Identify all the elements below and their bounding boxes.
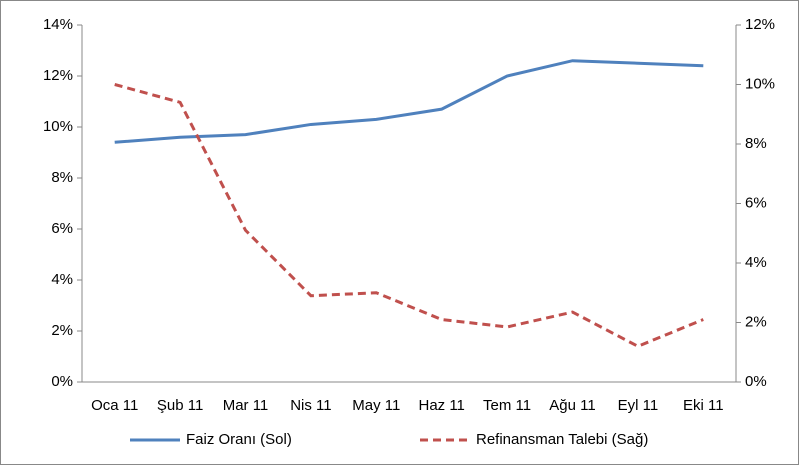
x-tick-label: Eki 11 xyxy=(683,397,724,414)
y2-tick-label: 2% xyxy=(745,313,767,330)
y-tick-label: 14% xyxy=(43,16,73,33)
x-tick-label: Nis 11 xyxy=(290,397,331,414)
x-tick-label: Tem 11 xyxy=(483,397,531,414)
y2-tick-label: 4% xyxy=(745,254,767,271)
x-tick-label: Eyl 11 xyxy=(618,397,659,414)
y-tick-label: 0% xyxy=(51,373,73,390)
y2-tick-label: 12% xyxy=(745,16,775,33)
x-tick-label: Oca 11 xyxy=(91,397,138,414)
data-line xyxy=(114,83,704,348)
data-line xyxy=(114,59,704,144)
y-tick-label: 12% xyxy=(43,67,73,84)
legend-label: Faiz Oranı (Sol) xyxy=(186,431,292,448)
y2-tick-label: 0% xyxy=(745,373,767,390)
legend-label: Refinansman Talebi (Sağ) xyxy=(476,431,648,448)
y-tick-label: 8% xyxy=(51,169,73,186)
x-tick-label: Şub 11 xyxy=(157,397,203,414)
x-tick-label: Haz 11 xyxy=(418,397,464,414)
y2-tick-label: 6% xyxy=(745,194,767,211)
y-tick-label: 2% xyxy=(51,322,73,339)
x-tick-label: Mar 11 xyxy=(223,397,269,414)
x-tick-label: May 11 xyxy=(352,397,400,414)
y-tick-label: 6% xyxy=(51,220,73,237)
x-tick-label: Ağu 11 xyxy=(549,397,595,414)
y2-tick-label: 8% xyxy=(745,135,767,152)
y-tick-label: 10% xyxy=(43,118,73,135)
y2-tick-label: 10% xyxy=(745,75,775,92)
y-tick-label: 4% xyxy=(51,271,73,288)
